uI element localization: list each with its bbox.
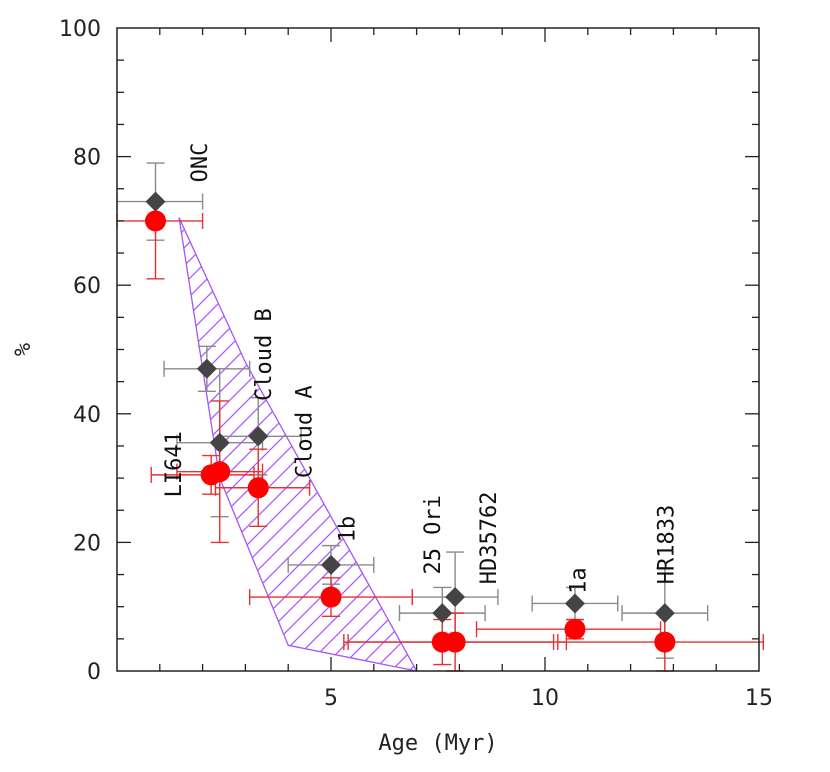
diamond-point: [145, 191, 166, 212]
annotation-label: 1a: [567, 567, 592, 594]
y-axis-label: %: [11, 343, 36, 356]
y-tick-label: 20: [73, 531, 101, 556]
annotation-label: 1b: [336, 516, 361, 543]
annotation-label: Cloud A: [293, 385, 318, 478]
annotation-label: ONC: [188, 143, 213, 183]
diamond-point: [248, 426, 269, 447]
y-tick-label: 100: [59, 17, 101, 42]
y-tick-label: 60: [73, 274, 101, 299]
circle-point: [209, 461, 231, 483]
axes-layer: 5 10 15 0 20 40 60 80 100: [59, 17, 773, 711]
circle-point: [320, 586, 342, 608]
diamond-point: [564, 593, 585, 614]
circle-point: [247, 477, 269, 499]
x-tick-label: 15: [745, 686, 773, 711]
annotation-label: 25 Ori: [421, 495, 446, 574]
x-tick-label: 5: [324, 686, 338, 711]
annotations-layer: ONC LI641 Cloud B Cloud A 1b 25 Ori HD35762 1a H…: [162, 143, 679, 594]
circle-point: [145, 210, 167, 232]
diamond-point: [321, 554, 341, 575]
x-axis-label: Age (Myr): [378, 731, 497, 756]
annotation-label: HD35762: [477, 491, 502, 584]
x-tick-label: 10: [531, 686, 559, 711]
y-tick-label: 0: [87, 660, 101, 685]
diamond-point: [432, 603, 453, 624]
annotation-label: HR1833: [654, 505, 679, 584]
circle-point: [444, 631, 466, 653]
diamond-point: [209, 432, 230, 453]
annotation-label: LI641: [162, 431, 187, 497]
circle-point: [654, 631, 676, 653]
circle-point: [564, 618, 586, 640]
y-tick-label: 80: [73, 146, 101, 171]
diamond-point: [654, 603, 675, 624]
diamond-point: [196, 358, 217, 379]
y-tick-label: 40: [73, 403, 101, 428]
diamond-point: [445, 587, 466, 608]
annotation-label: Cloud B: [252, 308, 277, 401]
markers-layer: [145, 191, 676, 653]
